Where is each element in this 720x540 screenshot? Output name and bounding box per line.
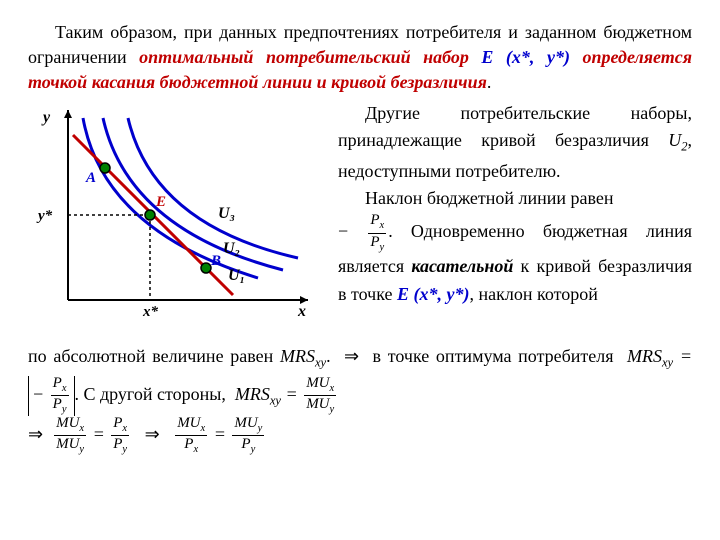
svg-text:x*: x* — [142, 304, 159, 320]
txt: касательной — [411, 256, 513, 276]
svg-text:U₃: U₃ — [218, 205, 235, 222]
intro-paragraph: Таким образом, при данных предпочтениях … — [28, 20, 692, 96]
formula-E: E (x*, y*) — [481, 47, 570, 67]
indifference-chart: A E B U₁ U₂ U₃ x y x* y* — [28, 100, 328, 325]
svg-text:U₂: U₂ — [223, 240, 240, 257]
svg-text:B: B — [210, 253, 221, 269]
txt: . С другой стороны, — [75, 384, 231, 404]
mrs1: MRSxy — [280, 346, 326, 366]
svg-text:x: x — [297, 303, 306, 320]
txt: Наклон бюджетной линии равен — [365, 188, 614, 208]
txt: . — [487, 72, 492, 92]
formula-E2: E (x*, y*) — [397, 284, 470, 304]
txt: Другие потребительские наборы, принадлеж… — [338, 103, 692, 151]
arrow: . ⇒ в точке оптимума потребителя — [326, 346, 627, 366]
final-line: ⇒ MUxMUy = PxPy ⇒ MUxPx = MUyPy — [28, 424, 266, 444]
slope-formula: − PxPy — [338, 221, 388, 241]
chart-container: A E B U₁ U₂ U₃ x y x* y* — [28, 100, 328, 332]
right-text: Другие потребительские наборы, принадлеж… — [328, 100, 692, 310]
u2: U2 — [668, 130, 687, 150]
mrs-mu: MRSxy = MUxMUy — [235, 384, 338, 404]
txt: оптимальный потребительский набор — [139, 47, 481, 67]
bottom-paragraph: по абсолютной величине равен MRSxy. ⇒ в … — [28, 338, 692, 456]
svg-text:A: A — [85, 170, 96, 186]
svg-text:y: y — [41, 109, 51, 126]
svg-text:U₁: U₁ — [228, 267, 245, 284]
svg-text:y*: y* — [36, 208, 53, 224]
chart-and-text-row: A E B U₁ U₂ U₃ x y x* y* Другие потребит… — [28, 100, 692, 332]
txt: по абсолютной величине равен — [28, 346, 280, 366]
svg-text:E: E — [155, 194, 166, 210]
txt: , наклон которой — [470, 284, 598, 304]
